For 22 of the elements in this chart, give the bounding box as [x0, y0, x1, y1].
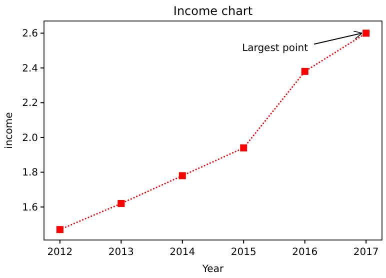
x-tick-label: 2012 — [47, 247, 73, 258]
point — [178, 172, 186, 180]
y-tick-label: 2.4 — [22, 63, 38, 74]
y-axis-title: income — [4, 112, 15, 149]
point — [362, 30, 370, 37]
point — [118, 200, 125, 207]
chart-title: Income chart — [173, 4, 253, 18]
x-tick-label: 2016 — [292, 247, 318, 258]
x-tick-label: 2013 — [108, 247, 134, 258]
y-tick-label: 1.8 — [22, 168, 38, 179]
x-tick-label: 2017 — [353, 247, 379, 258]
x-tick-label: 2015 — [230, 247, 256, 258]
x-axis-title: Year — [201, 264, 224, 275]
x-tick-label: 2014 — [170, 247, 196, 258]
point — [56, 226, 64, 234]
point — [240, 144, 248, 152]
y-tick-label: 1.6 — [22, 202, 38, 214]
y-tick-label: 2.6 — [22, 28, 38, 40]
y-tick-label: 2.0 — [22, 132, 38, 144]
annotation: Largest point — [242, 43, 308, 54]
y-tick-label: 2.2 — [22, 98, 38, 110]
point — [301, 68, 308, 75]
